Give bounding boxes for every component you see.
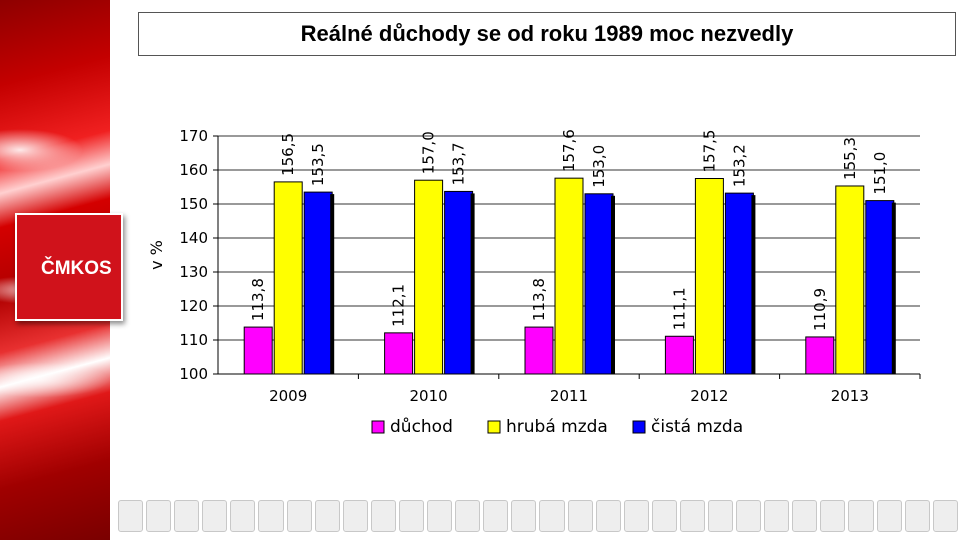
data-label: 153,5: [309, 143, 327, 186]
y-tick-label: 110: [179, 331, 208, 349]
slide-title: Reálné důchody se od roku 1989 moc nezve…: [300, 21, 794, 46]
union-logo: [398, 500, 425, 532]
union-logo: [483, 500, 509, 532]
bar-hruba-mzda: [835, 185, 865, 375]
bar-shadow: [470, 193, 475, 374]
bar-shadow: [611, 195, 615, 374]
union-logo: [174, 500, 200, 532]
union-logo: [707, 500, 734, 532]
bar-cista-mzda: [303, 191, 333, 375]
slide-title-box: Reálné důchody se od roku 1989 moc nezve…: [138, 12, 956, 56]
x-tick-label: 2011: [550, 387, 588, 405]
y-tick-label: 140: [179, 229, 208, 247]
bar-hruba-mzda: [554, 177, 584, 375]
y-tick-label: 170: [179, 127, 208, 145]
union-logo: [314, 500, 340, 532]
union-logo: [342, 500, 368, 532]
data-label: 156,5: [279, 133, 297, 176]
bar-chart: 100 110 120 130 140 150 160 170 v % 2009 113,8 156,…: [147, 127, 921, 437]
union-logo: [876, 500, 902, 532]
y-tick-label: 120: [179, 297, 208, 315]
union-logo: [679, 500, 705, 532]
legend-swatch: [371, 420, 385, 434]
bar-duchod: [524, 326, 554, 375]
union-logo: [286, 500, 312, 532]
data-label: 153,2: [730, 144, 748, 187]
legend-swatch: [632, 420, 646, 434]
union-logo: [511, 500, 537, 532]
bar-duchod: [384, 332, 414, 375]
legend-label: hrubá mzda: [506, 417, 608, 437]
y-tick-label: 160: [179, 161, 208, 179]
union-logo: [118, 500, 144, 532]
bar-shadow: [330, 194, 335, 374]
cmkos-logo: ČMKOS: [15, 213, 123, 321]
union-logo: [567, 500, 593, 532]
y-tick-label: 150: [179, 195, 208, 213]
bar-cista-mzda: [444, 190, 474, 375]
union-logo: [736, 500, 762, 532]
union-logo: [258, 500, 284, 532]
bar-shadow: [751, 195, 756, 374]
data-label: 157,6: [560, 129, 578, 172]
bar-cista-mzda: [584, 193, 614, 375]
union-logo: [792, 500, 818, 532]
union-logo: [539, 500, 565, 532]
union-logo: [651, 500, 677, 532]
legend-label: důchod: [390, 417, 453, 437]
union-logo: [427, 500, 453, 532]
x-tick-label: 2012: [690, 387, 728, 405]
x-tick-label: 2010: [410, 387, 448, 405]
data-label: 110,9: [811, 288, 829, 331]
union-logo: [764, 500, 790, 532]
union-logo: [820, 500, 846, 532]
union-logo: [230, 500, 256, 532]
bar-duchod: [664, 335, 694, 375]
bar-shadow: [891, 202, 896, 374]
x-tick-label: 2009: [269, 387, 307, 405]
union-logo: [932, 500, 958, 532]
y-tick-label: 100: [179, 365, 208, 383]
data-label: 155,3: [841, 137, 859, 180]
union-logo: [623, 500, 649, 532]
union-logo: [904, 500, 930, 532]
bar-cista-mzda: [724, 192, 754, 375]
data-label: 111,1: [670, 287, 688, 330]
y-axis-label: v %: [147, 240, 166, 270]
data-label: 112,1: [390, 284, 408, 327]
data-label: 113,8: [249, 278, 267, 321]
legend-swatch: [487, 420, 501, 434]
data-label: 151,0: [871, 152, 889, 195]
bar-hruba-mzda: [273, 181, 303, 375]
y-tick-label: 130: [179, 263, 208, 281]
legend-label: čistá mzda: [651, 417, 743, 437]
union-logo: [370, 500, 396, 532]
data-label: 157,0: [420, 131, 438, 174]
footer-union-logos: [118, 500, 958, 536]
union-logo: [848, 500, 874, 532]
union-logo: [202, 500, 228, 532]
bar-hruba-mzda: [694, 178, 724, 375]
union-logo: [455, 500, 481, 532]
union-logo: [595, 500, 621, 532]
data-label: 113,8: [530, 278, 548, 321]
bar-cista-mzda: [865, 200, 895, 375]
bar-duchod: [243, 326, 273, 375]
data-label: 157,5: [700, 130, 718, 173]
union-logo: [146, 500, 172, 532]
x-tick-label: 2013: [831, 387, 869, 405]
cmkos-logo-text: ČMKOS: [41, 258, 112, 279]
bar-duchod: [805, 336, 835, 375]
data-label: 153,0: [590, 145, 608, 188]
bar-hruba-mzda: [414, 179, 444, 375]
data-label: 153,7: [450, 142, 468, 185]
